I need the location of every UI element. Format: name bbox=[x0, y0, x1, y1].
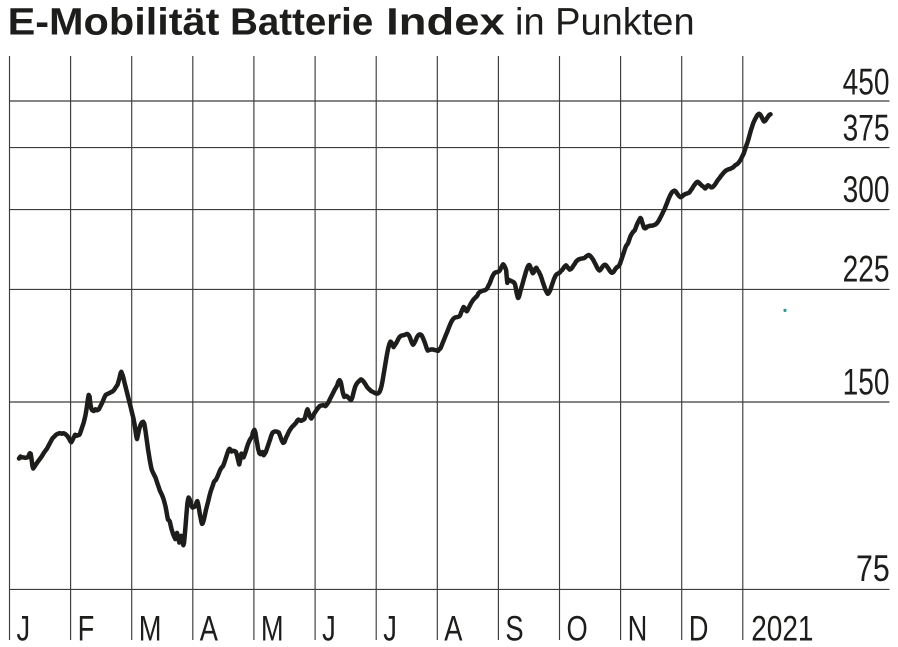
svg-text:J: J bbox=[17, 609, 31, 647]
svg-text:D: D bbox=[689, 609, 709, 647]
svg-text:F: F bbox=[78, 609, 95, 647]
svg-text:300: 300 bbox=[843, 168, 890, 210]
svg-text:J: J bbox=[322, 609, 336, 647]
svg-text:225: 225 bbox=[843, 248, 890, 290]
svg-text:2021: 2021 bbox=[751, 608, 813, 647]
svg-text:Batterie: Batterie bbox=[230, 1, 373, 43]
svg-text:150: 150 bbox=[843, 361, 890, 403]
svg-text:E-Mobilität: E-Mobilität bbox=[8, 1, 220, 43]
svg-text:450: 450 bbox=[843, 61, 890, 103]
svg-text:in Punkten: in Punkten bbox=[515, 1, 695, 43]
svg-text:Index: Index bbox=[386, 1, 505, 43]
svg-text:375: 375 bbox=[843, 107, 890, 149]
svg-text:M: M bbox=[261, 609, 284, 647]
svg-text:N: N bbox=[628, 609, 648, 647]
svg-text:O: O bbox=[567, 609, 588, 647]
svg-text:S: S bbox=[505, 609, 523, 647]
svg-text:J: J bbox=[383, 609, 397, 647]
svg-text:A: A bbox=[444, 609, 462, 647]
svg-text:M: M bbox=[139, 609, 162, 647]
svg-text:A: A bbox=[200, 609, 218, 647]
svg-text:75: 75 bbox=[856, 548, 890, 590]
